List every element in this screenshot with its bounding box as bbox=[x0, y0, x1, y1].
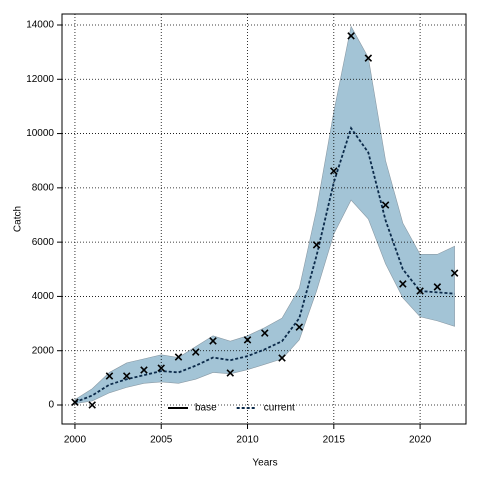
y-tick-label: 8000 bbox=[32, 182, 55, 193]
y-tick-label: 14000 bbox=[26, 20, 54, 31]
series-line bbox=[74, 126, 455, 404]
observed-point bbox=[71, 398, 79, 407]
y-tick-label: 6000 bbox=[32, 237, 55, 248]
legend-label: current bbox=[264, 403, 295, 414]
observed-point bbox=[450, 269, 459, 277]
y-tick-label: 10000 bbox=[26, 128, 54, 139]
x-tick-label: 2000 bbox=[64, 435, 87, 446]
y-tick-label: 4000 bbox=[32, 291, 55, 302]
observed-point bbox=[278, 354, 286, 362]
observed-point bbox=[416, 287, 424, 295]
observed-point bbox=[243, 336, 252, 344]
x-tick-label: 2015 bbox=[323, 435, 346, 446]
observed-point bbox=[191, 348, 200, 356]
plot-frame bbox=[61, 13, 467, 425]
observed-point bbox=[433, 283, 442, 291]
observed-point bbox=[295, 323, 304, 331]
y-tick-label: 0 bbox=[48, 400, 54, 411]
observed-point bbox=[381, 201, 390, 209]
observed-point bbox=[226, 369, 235, 377]
legend-label: base bbox=[195, 403, 217, 414]
observed-point bbox=[174, 353, 183, 361]
observed-point bbox=[261, 329, 269, 337]
x-axis-title: Years bbox=[252, 458, 277, 469]
observed-point bbox=[364, 54, 373, 62]
uncertainty-band bbox=[74, 25, 455, 404]
y-axis-title: Catch bbox=[13, 206, 24, 232]
observed-point bbox=[157, 364, 165, 372]
observed-point bbox=[399, 280, 407, 288]
observed-point bbox=[347, 32, 355, 40]
y-tick-label: 12000 bbox=[26, 74, 54, 85]
observed-point bbox=[122, 372, 131, 380]
observed-point bbox=[330, 167, 338, 175]
x-tick-label: 2005 bbox=[150, 435, 173, 446]
observed-point bbox=[312, 241, 321, 249]
x-tick-label: 2020 bbox=[409, 435, 432, 446]
y-tick-label: 2000 bbox=[32, 345, 55, 356]
observed-point bbox=[209, 337, 217, 345]
x-tick-label: 2010 bbox=[236, 435, 259, 446]
observed-point bbox=[88, 401, 96, 409]
observed-point bbox=[105, 372, 114, 380]
observed-point bbox=[140, 366, 148, 374]
